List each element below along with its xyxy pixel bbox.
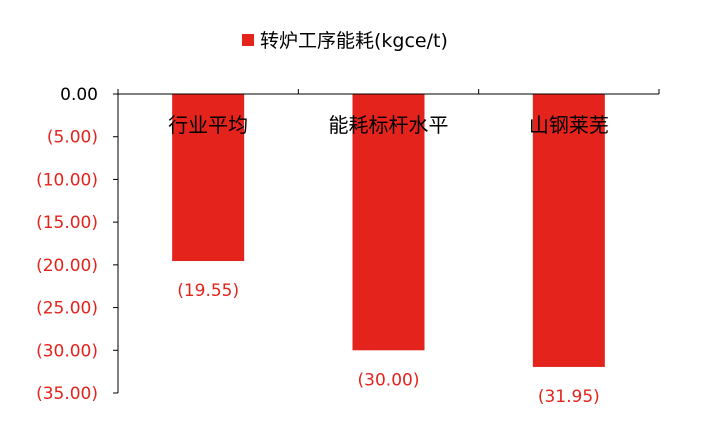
bar	[532, 94, 605, 367]
y-tick-label: (15.00)	[36, 213, 98, 233]
category-label: 行业平均	[168, 113, 248, 137]
bar	[352, 94, 425, 351]
category-label: 能耗标杆水平	[329, 113, 449, 137]
legend-swatch	[242, 34, 254, 46]
data-labels: (19.55) (30.00) (31.95)	[177, 281, 600, 407]
category-label: 山钢莱芜	[529, 113, 609, 137]
y-tick-label: (20.00)	[36, 256, 98, 276]
y-axis: 0.00 (5.00) (10.00) (15.00) (20.00) (25.00) (3…	[36, 85, 119, 404]
data-label: (19.55)	[177, 281, 239, 301]
data-label: (31.95)	[538, 387, 600, 407]
y-tick-label: 0.00	[60, 85, 98, 105]
x-axis	[117, 89, 660, 95]
y-tick-label: (10.00)	[36, 170, 98, 190]
legend: 转炉工序能耗(kgce/t)	[242, 30, 448, 52]
bar	[172, 94, 245, 262]
y-tick-label: (5.00)	[47, 128, 98, 148]
data-label: (30.00)	[358, 370, 420, 390]
category-labels: 行业平均 能耗标杆水平 山钢莱芜	[168, 113, 609, 137]
y-tick-label: (25.00)	[36, 299, 98, 319]
y-tick-label: (35.00)	[36, 384, 98, 404]
y-tick-label: (30.00)	[36, 341, 98, 361]
bars	[172, 94, 605, 367]
legend-label: 转炉工序能耗(kgce/t)	[260, 30, 448, 52]
